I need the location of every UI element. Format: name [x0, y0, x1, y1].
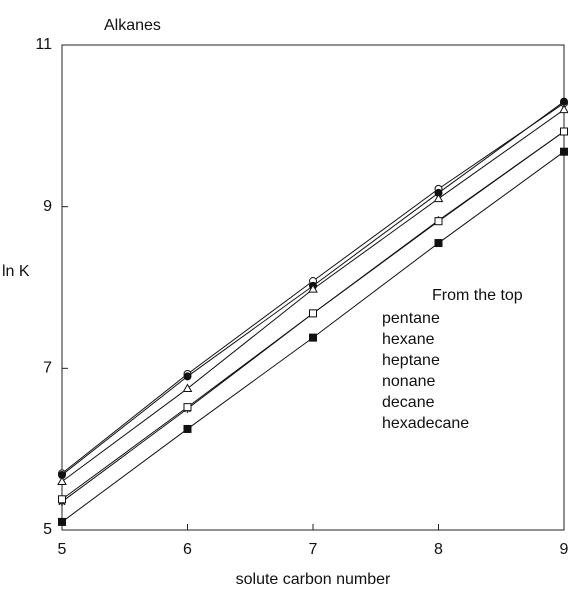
legend-entry: nonane — [382, 373, 435, 390]
annotation: From the top — [432, 287, 523, 304]
marker — [434, 217, 443, 226]
chart-title: Alkanes — [104, 17, 161, 34]
marker — [308, 284, 318, 293]
y-tick-label: 7 — [43, 360, 52, 377]
legend-entry: heptane — [382, 352, 440, 369]
marker — [183, 424, 192, 433]
marker — [560, 147, 568, 156]
x-tick-label: 8 — [434, 541, 443, 558]
y-tick-label: 5 — [43, 521, 52, 538]
marker — [183, 372, 192, 381]
marker — [309, 333, 317, 342]
x-axis-label: solute carbon number — [236, 571, 391, 588]
legend-entry: hexane — [382, 331, 435, 348]
marker — [183, 403, 192, 412]
marker — [58, 495, 66, 504]
legend-entry: hexadecane — [382, 415, 469, 432]
marker — [58, 517, 66, 526]
legend-entry: pentane — [382, 310, 440, 327]
x-tick-label: 9 — [560, 541, 568, 558]
marker — [560, 97, 568, 106]
marker — [433, 193, 444, 203]
y-tick-label: 11 — [35, 36, 52, 53]
x-tick-label: 6 — [183, 541, 192, 558]
y-tick-label: 9 — [43, 198, 52, 215]
x-tick-label: 7 — [309, 541, 318, 558]
marker — [560, 127, 568, 136]
marker — [559, 104, 568, 114]
marker — [182, 383, 193, 393]
legend-entry: decane — [382, 394, 435, 411]
y-axis-label: ln K — [2, 263, 30, 280]
marker — [309, 309, 317, 318]
x-tick-label: 5 — [58, 541, 67, 558]
marker — [57, 476, 67, 485]
marker — [434, 239, 443, 248]
